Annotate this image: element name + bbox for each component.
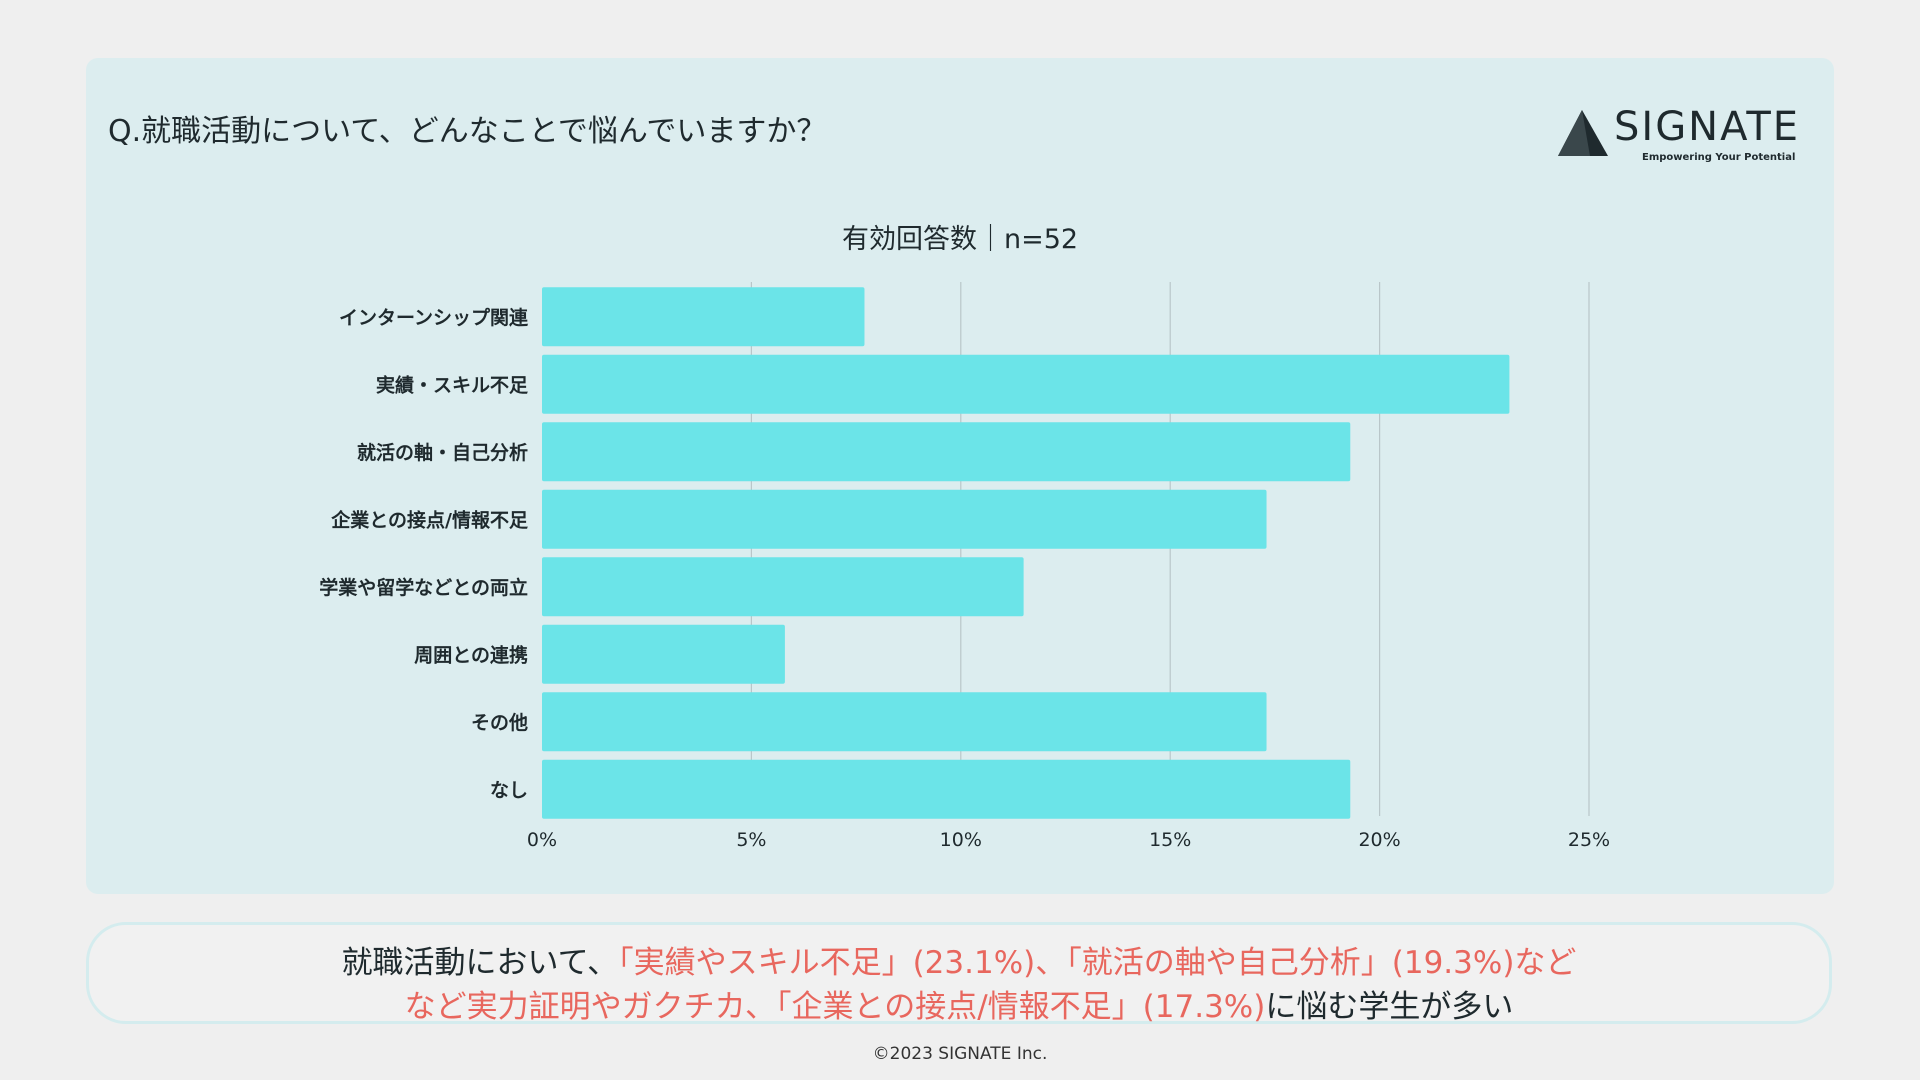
- bar-chart: 0% 5% 10% 15% 20% 25% インターンシップ関連実績・スキル不足就活の軸・自…: [319, 224, 1610, 851]
- summary-text: 就職活動において、: [341, 945, 619, 981]
- chart-panel: Q.就職活動について、どんなことで悩んでいますか？ SIGNATE Empowe…: [86, 58, 1834, 894]
- x-tick-label: 10%: [940, 829, 982, 851]
- summary-line-1: 就職活動において、「実績やスキル不足」(23.1%)、「就活の軸や自己分析」(1…: [89, 937, 1829, 982]
- bar: [542, 354, 1510, 414]
- summary-box: 就職活動において、「実績やスキル不足」(23.1%)、「就活の軸や自己分析」(1…: [86, 922, 1832, 1026]
- logo-triangle-icon: [1558, 110, 1608, 156]
- logo-tagline: Empowering Your Potential: [1642, 152, 1796, 163]
- category-label: 就活の軸・自己分析: [357, 441, 528, 464]
- summary-highlight: など実力証明やガクチカ、「企業との接点/情報不足」(17.3%): [404, 989, 1266, 1025]
- logo-wordmark: SIGNATE: [1614, 104, 1801, 150]
- x-tick-label: 0%: [527, 829, 557, 851]
- category-label: 企業との接点/情報不足: [330, 508, 529, 531]
- bar: [542, 624, 785, 684]
- category-label: 周囲との連携: [414, 643, 528, 666]
- bar: [542, 692, 1267, 752]
- x-tick-label: 15%: [1149, 829, 1191, 851]
- bar: [542, 422, 1351, 482]
- category-label: その他: [471, 711, 528, 734]
- copyright: ©2023 SIGNATE Inc.: [872, 1044, 1048, 1064]
- category-label: インターンシップ関連: [339, 306, 529, 329]
- x-tick-label: 25%: [1568, 829, 1610, 851]
- x-tick-label: 5%: [736, 829, 766, 851]
- summary-text: に悩む学生が多い: [1265, 989, 1514, 1025]
- bar: [542, 759, 1351, 819]
- summary-line-2: など実力証明やガクチカ、「企業との接点/情報不足」(17.3%)に悩む学生が多い: [89, 981, 1829, 1026]
- category-label: なし: [490, 779, 528, 801]
- bar: [542, 557, 1024, 617]
- signate-logo: SIGNATE Empowering Your Potential: [1556, 104, 1812, 174]
- x-tick-label: 20%: [1358, 829, 1400, 851]
- summary-highlight: 「実績やスキル不足」(23.1%)、「就活の軸や自己分析」(19.3%)など: [618, 945, 1577, 981]
- question-title: Q.就職活動について、どんなことで悩んでいますか？: [108, 114, 827, 149]
- category-label: 実績・スキル不足: [376, 373, 529, 396]
- bar: [542, 287, 865, 347]
- chart-title: 有効回答数｜n=52: [842, 224, 1078, 255]
- category-label: 学業や留学などとの両立: [319, 576, 528, 599]
- bar: [542, 489, 1267, 549]
